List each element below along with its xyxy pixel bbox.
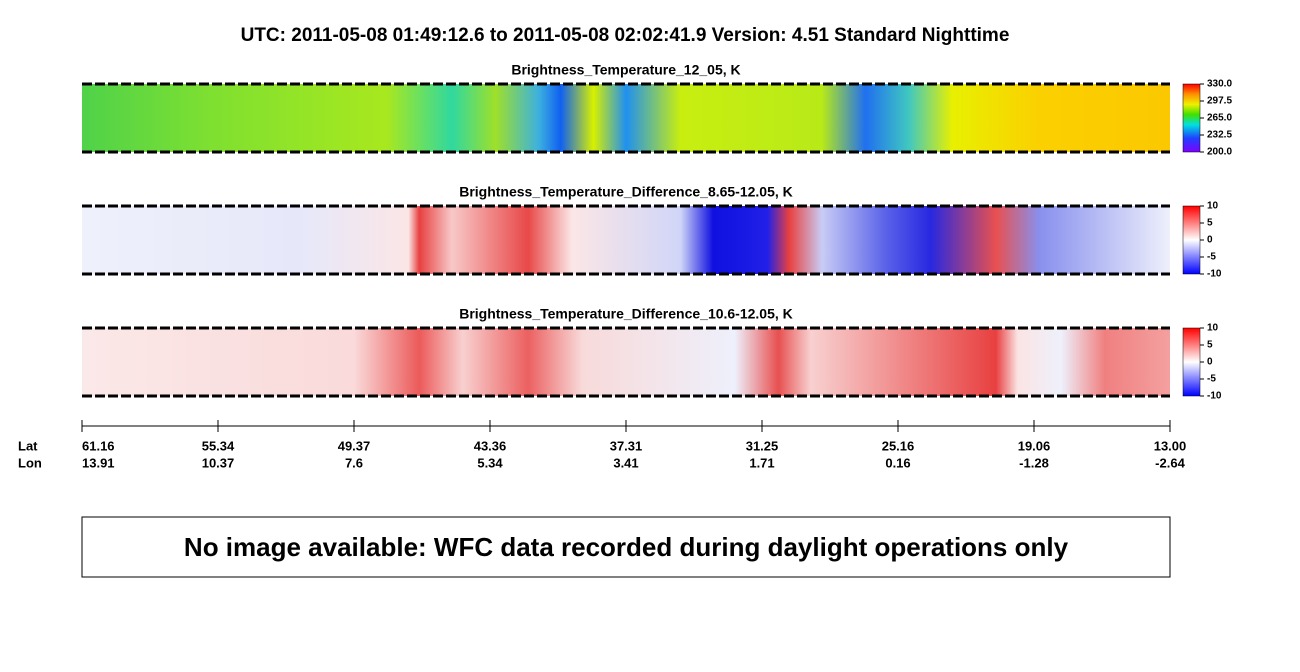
message-box — [81, 516, 1171, 578]
lat-tick-label: 19.06 — [1018, 438, 1051, 453]
lat-tick-label: 31.25 — [746, 438, 779, 453]
colorbar-tick-label: 330.0 — [1207, 79, 1232, 90]
lat-tick-label: 61.16 — [82, 438, 115, 453]
colorbar-tick-label: 297.5 — [1207, 96, 1232, 107]
colorbar-tick-label: 10 — [1207, 201, 1219, 212]
colorbar-tick-label: 200.0 — [1207, 147, 1232, 158]
lat-tick-label: 43.36 — [474, 438, 507, 453]
colorbar — [1182, 205, 1201, 275]
colorbar-tick-label: -10 — [1207, 269, 1222, 280]
colorbar — [1182, 83, 1201, 153]
lat-label: Lat — [18, 438, 38, 453]
lat-tick-label: 25.16 — [882, 438, 915, 453]
lon-tick-label: 3.41 — [613, 455, 638, 470]
colorbar-tick-label: -10 — [1207, 391, 1222, 402]
colorbar-tick-label: 5 — [1207, 218, 1213, 229]
lon-tick-label: -1.28 — [1019, 455, 1049, 470]
lon-tick-label: 10.37 — [202, 455, 235, 470]
lon-label: Lon — [18, 455, 42, 470]
lon-tick-label: 7.6 — [345, 455, 363, 470]
lon-tick-label: 1.71 — [749, 455, 774, 470]
lat-tick-label: 13.00 — [1154, 438, 1187, 453]
panel-title: Brightness_Temperature_Difference_8.65-1… — [459, 184, 793, 200]
lon-tick-label: 0.16 — [885, 455, 910, 470]
panel-image — [82, 84, 1170, 152]
colorbar-tick-label: 232.5 — [1207, 130, 1232, 141]
colorbar — [1182, 327, 1201, 397]
colorbar-tick-label: 0 — [1207, 235, 1213, 246]
title: UTC: 2011-05-08 01:49:12.6 to 2011-05-08… — [241, 25, 1010, 46]
lon-tick-label: 13.91 — [82, 455, 115, 470]
colorbar-tick-label: -5 — [1207, 374, 1216, 385]
lon-tick-label: 5.34 — [477, 455, 503, 470]
colorbar-tick-label: -5 — [1207, 252, 1216, 263]
lat-tick-label: 49.37 — [338, 438, 371, 453]
message: No image available: WFC data recorded du… — [184, 532, 1069, 562]
panel-title: Brightness_Temperature_12_05, K — [511, 62, 740, 78]
panel-image — [82, 206, 1170, 274]
lon-tick-label: -2.64 — [1155, 455, 1185, 470]
colorbar-tick-label: 0 — [1207, 357, 1213, 368]
colorbar-tick-label: 5 — [1207, 340, 1213, 351]
colorbar-tick-label: 265.0 — [1207, 113, 1232, 124]
lat-tick-label: 37.31 — [610, 438, 643, 453]
lat-tick-label: 55.34 — [202, 438, 235, 453]
panel-title: Brightness_Temperature_Difference_10.6-1… — [459, 306, 793, 322]
panel-image — [82, 328, 1170, 396]
colorbar-tick-label: 10 — [1207, 323, 1219, 334]
